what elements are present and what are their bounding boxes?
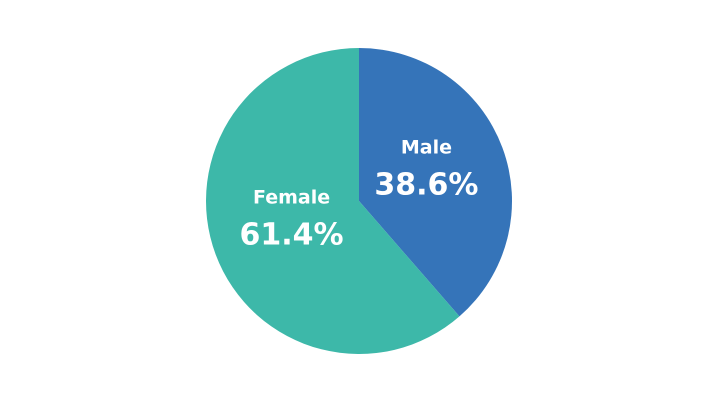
pie-slice — [205, 48, 460, 355]
slice-value-label: 38.6% — [374, 167, 478, 202]
slice-value-label: 61.4% — [240, 218, 344, 253]
pie-slice — [359, 48, 512, 317]
slice-name: Female — [253, 187, 330, 209]
slice-name: Male — [401, 136, 452, 158]
